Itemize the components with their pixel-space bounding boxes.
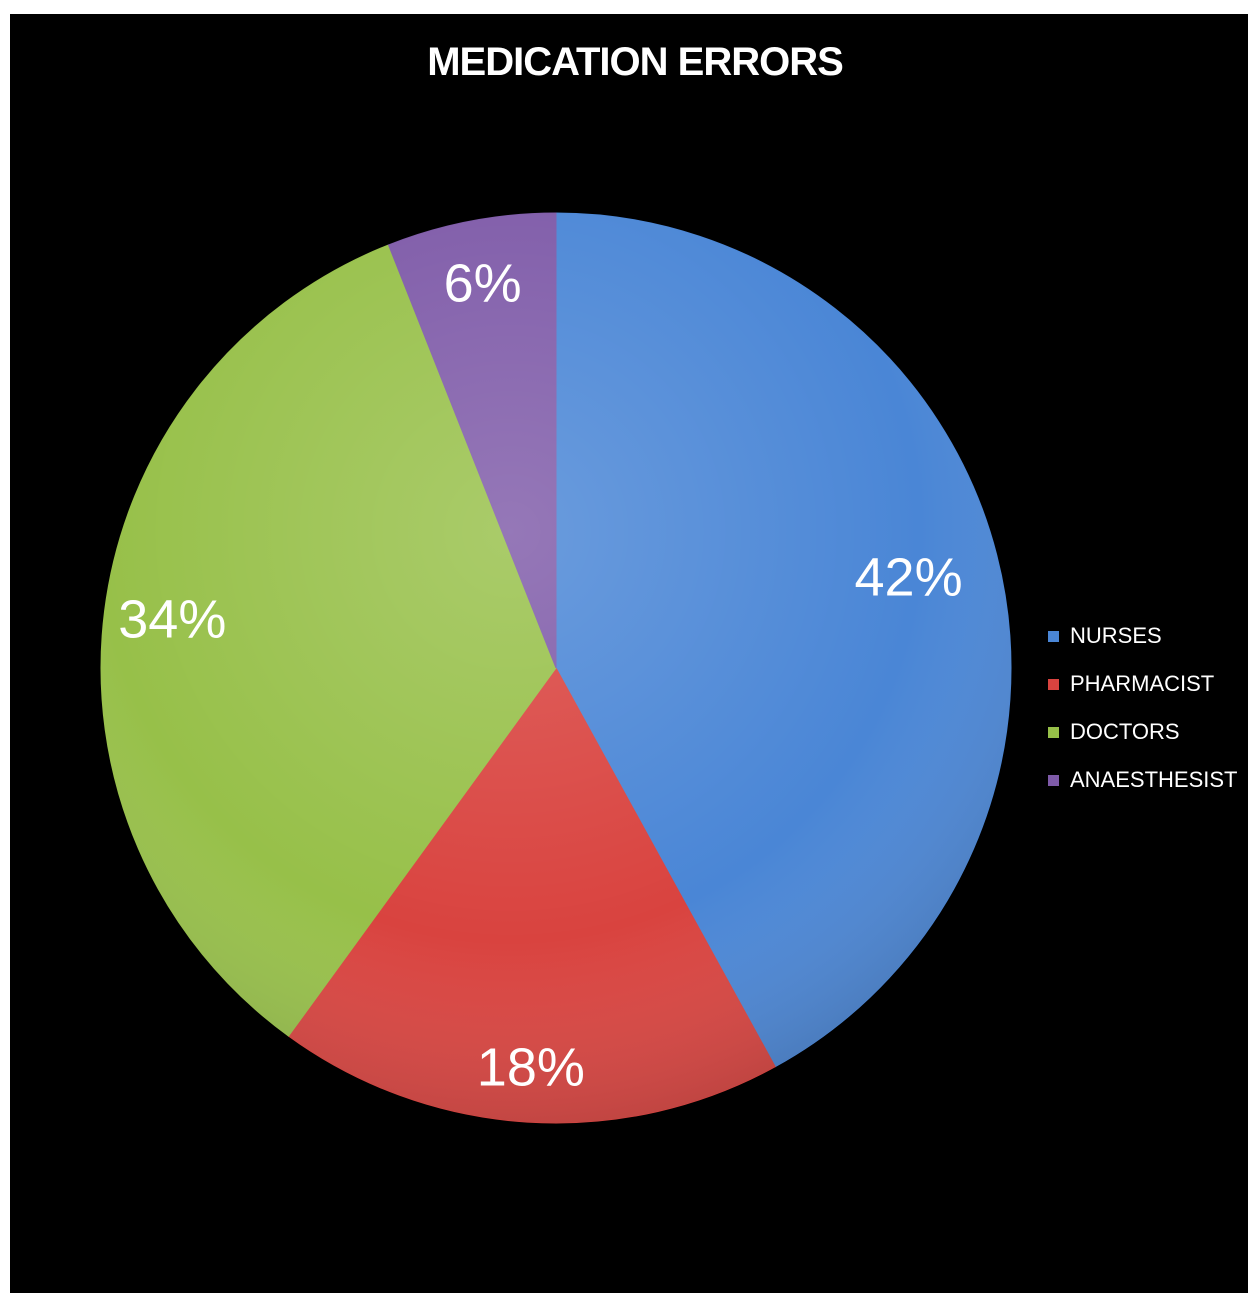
legend-swatch-pharmacist xyxy=(1048,678,1059,690)
legend-item-nurses[interactable]: NURSES xyxy=(1048,612,1237,660)
legend-swatch-doctors xyxy=(1048,726,1059,738)
data-label-nurses: 42% xyxy=(855,547,963,607)
legend-label-pharmacist: PHARMACIST xyxy=(1070,671,1215,696)
legend-swatch-nurses xyxy=(1048,630,1059,642)
legend: NURSES PHARMACIST DOCTORS ANAESTHESIST xyxy=(1048,612,1237,804)
legend-label-anaesthesist: ANAESTHESIST xyxy=(1070,767,1238,792)
legend-swatch-anaesthesist xyxy=(1048,774,1059,786)
legend-item-pharmacist[interactable]: PHARMACIST xyxy=(1048,660,1237,708)
legend-label-nurses: NURSES xyxy=(1070,623,1162,648)
data-label-pharmacist: 18% xyxy=(477,1038,585,1098)
chart-title: MEDICATION ERRORS xyxy=(427,40,844,84)
legend-item-doctors[interactable]: DOCTORS xyxy=(1048,708,1237,756)
legend-label-doctors: DOCTORS xyxy=(1070,719,1180,744)
data-label-doctors: 34% xyxy=(118,590,226,650)
data-label-anaesthesist: 6% xyxy=(444,254,522,314)
legend-item-anaesthesist[interactable]: ANAESTHESIST xyxy=(1048,756,1237,804)
